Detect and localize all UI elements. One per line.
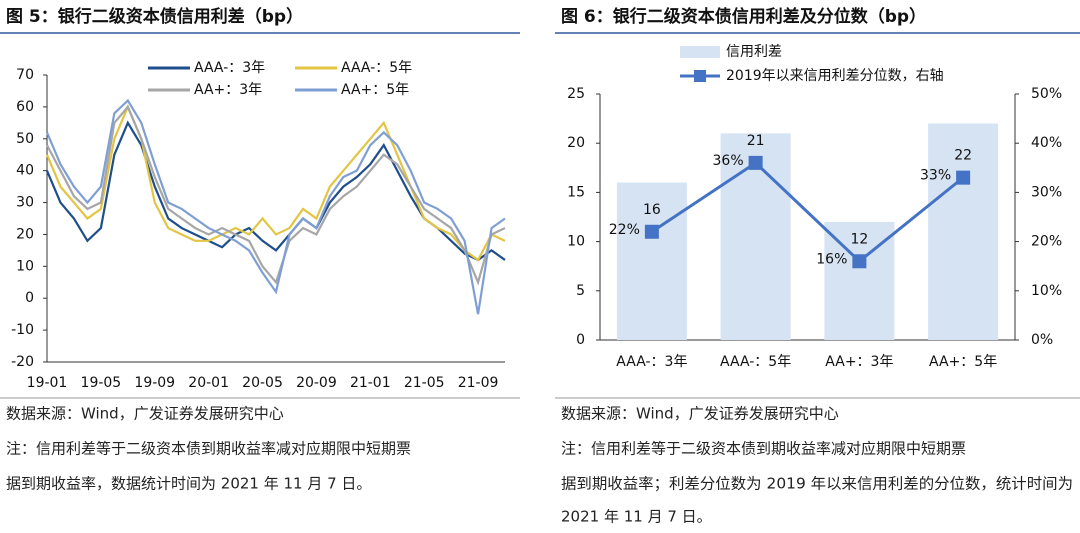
legend-label: AA+：3年 — [194, 82, 262, 98]
bar — [616, 182, 687, 340]
note-line: 据到期收益率，数据统计时间为 2021 年 11 月 7 日。 — [6, 475, 371, 493]
line-marker — [644, 224, 659, 239]
series-line — [45, 98, 506, 315]
y-tick-label: 10 — [16, 258, 34, 274]
bar-value-label: 12 — [850, 231, 868, 247]
note-line: 据到期收益率；利差分位数为 2019 年以来信用利差的分位数，统计时间为 — [561, 475, 1073, 493]
y-tick-label: 20 — [16, 226, 34, 242]
x-tick-label: 19-01 — [27, 375, 68, 391]
x-tick-label: AAA-：5年 — [720, 354, 791, 370]
line-value-label: 33% — [920, 168, 951, 184]
line-value-label: 22% — [609, 222, 640, 238]
chart-title: 图 5：银行二级资本债信用利差（bp） — [6, 6, 303, 27]
source: 数据来源：Wind，广发证券发展研究中心 — [561, 405, 839, 423]
bar-value-label: 22 — [954, 148, 972, 164]
y-tick-label: -20 — [11, 354, 34, 370]
line-marker — [852, 254, 867, 269]
x-tick-label: AA+：5年 — [929, 354, 997, 370]
x-tick-label: 21-01 — [350, 375, 391, 391]
legend-label: AAA-：3年 — [194, 60, 265, 76]
bar-value-label: 16 — [643, 202, 661, 218]
line-value-label: 16% — [816, 251, 847, 267]
y2-tick-label: 40% — [1031, 135, 1062, 151]
y-tick-label: 60 — [16, 99, 34, 115]
x-tick-label: 20-09 — [296, 375, 337, 391]
x-tick-label: AA+：3年 — [825, 354, 893, 370]
y2-tick-label: 20% — [1031, 234, 1062, 250]
note-line: 注：信用利差等于二级资本债到期收益率减对应期限中短期票 — [6, 440, 411, 458]
y-tick-label: 15 — [567, 184, 585, 200]
y2-tick-label: 0% — [1031, 332, 1053, 348]
series-line — [46, 104, 506, 286]
legend-label: AAA-：5年 — [341, 60, 412, 76]
y-tick-label: 20 — [567, 135, 585, 151]
y-tick-label: 10 — [567, 234, 585, 250]
y-tick-label: 40 — [16, 163, 34, 179]
y2-tick-label: 50% — [1031, 86, 1062, 102]
source: 数据来源：Wind，广发证券发展研究中心 — [6, 405, 284, 423]
legend-swatch — [680, 46, 720, 58]
bar-value-label: 21 — [747, 133, 765, 149]
y-tick-label: 50 — [16, 131, 34, 147]
x-tick-label: 20-05 — [242, 375, 283, 391]
legend-label: AA+：5年 — [341, 82, 409, 98]
line-marker — [748, 155, 763, 170]
y-tick-label: 25 — [567, 86, 585, 102]
x-tick-label: AAA-：3年 — [616, 354, 687, 370]
y2-tick-label: 10% — [1031, 283, 1062, 299]
y-tick-label: 70 — [16, 67, 34, 83]
x-tick-label: 19-09 — [134, 375, 175, 391]
series-line — [651, 160, 965, 264]
note-line: 2021 年 11 月 7 日。 — [561, 508, 712, 526]
chart-title: 图 6：银行二级资本债信用利差及分位数（bp） — [561, 6, 926, 27]
series-line — [45, 120, 506, 262]
line-value-label: 36% — [713, 153, 744, 169]
y2-tick-label: 30% — [1031, 184, 1062, 200]
y-tick-label: 5 — [576, 283, 585, 299]
series-line — [45, 104, 506, 262]
y-tick-label: 0 — [576, 332, 585, 348]
bar — [928, 123, 999, 341]
note-line: 注：信用利差等于二级资本债到期收益率减对应期限中短期票 — [561, 440, 966, 458]
y-tick-label: 0 — [25, 290, 34, 306]
x-tick-label: 21-09 — [458, 375, 499, 391]
legend-label: 信用利差 — [726, 44, 782, 60]
x-tick-label: 21-05 — [404, 375, 445, 391]
legend-label: 2019年以来信用利差分位数，右轴 — [726, 68, 944, 84]
x-tick-label: 20-01 — [188, 375, 229, 391]
line-marker — [956, 170, 971, 185]
y-tick-label: -10 — [11, 322, 34, 338]
legend-swatch — [694, 70, 706, 82]
y-tick-label: 30 — [16, 195, 34, 211]
x-tick-label: 19-05 — [81, 375, 122, 391]
